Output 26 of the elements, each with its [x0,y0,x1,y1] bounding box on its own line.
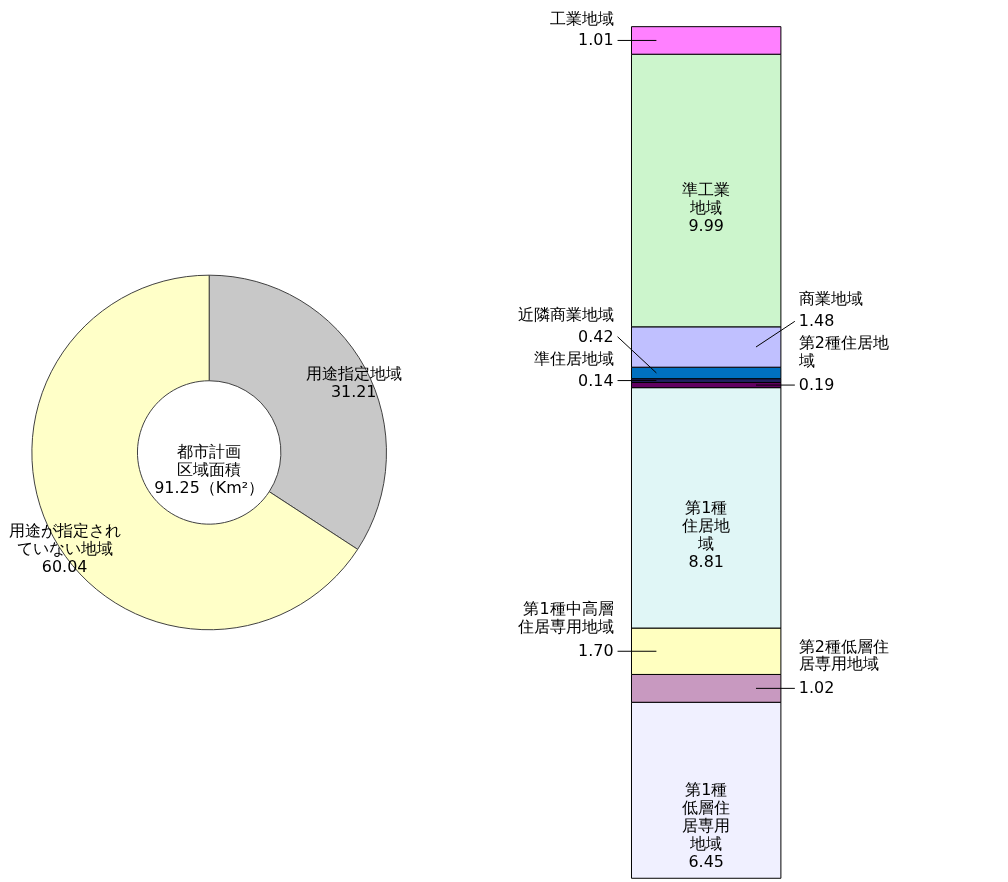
text: 近隣商業地域 [517,304,614,324]
data-label: 1.70 [578,641,614,661]
data-label: 0.14 [578,370,614,390]
slice-label: 用途指定地域 [305,364,402,384]
series-label: 第1種住居地域 [681,497,731,553]
series-label: 準住居地域 [533,348,614,368]
series-label: 第1種低層住居専用地域 [682,780,731,854]
series-label: 商業地域 [798,289,863,309]
data-label: 0.42 [578,326,614,346]
data-label: 8.81 [688,551,724,571]
data-label: 60.04 [41,556,88,576]
data-label: 6.45 [688,851,724,871]
slice-label: 用途が指定されていない地域 [8,520,121,558]
series-label: 準工業地域 [682,180,731,218]
data-label: 9.99 [688,216,724,236]
data-label: 1.01 [578,30,614,50]
series-label: 第1種中高層住居専用地域 [516,599,614,637]
series-label: 工業地域 [549,8,614,28]
series-label: 第2種住居地域 [797,333,889,371]
data-label: 1.48 [798,311,835,331]
text: 91.25（Km²） [154,478,265,498]
text: 都市計画区域面積 [177,442,242,480]
data-label: 0.19 [798,375,835,395]
series-label: 第2種低層住居専用地域 [798,636,889,674]
data-label: 1.02 [798,678,835,698]
data-label: 31.21 [330,382,377,402]
